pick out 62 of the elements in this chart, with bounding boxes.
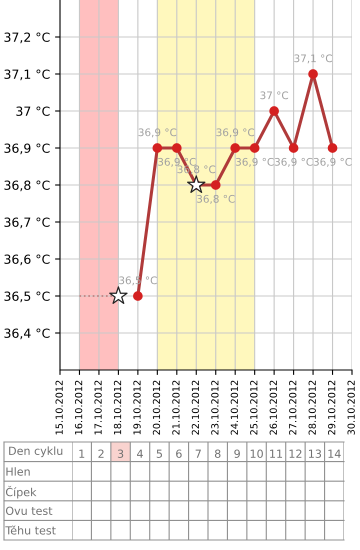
x-tick-label: 25.10.2012 [250, 380, 258, 435]
data-label: 36,9 °C [314, 158, 352, 167]
x-tick-label: 6 [176, 450, 182, 458]
y-tick-label: 36,4 °C [4, 328, 50, 340]
x-tick-label: 29.10.2012 [328, 380, 336, 435]
x-tick-label: 16.10.2012 [74, 380, 82, 434]
x-tick-label: 3 [118, 450, 124, 458]
x-tick-label: 26.10.2012 [270, 380, 277, 435]
data-label: 37 °C [260, 91, 288, 100]
point [152, 143, 162, 153]
data-label: 36,9 °C [216, 128, 254, 138]
point [172, 143, 182, 153]
x-tick-label: 14 [328, 450, 341, 458]
x-tick-label: 5 [156, 450, 162, 458]
y-tick-label: 36,6 °C [4, 254, 50, 266]
point [133, 291, 143, 301]
x-tick-label: 13 [309, 450, 322, 458]
x-tick-label: 28.10.2012 [308, 380, 316, 435]
point [109, 286, 128, 304]
x-axis-title: Den cyklu [9, 446, 62, 458]
y-tick-label: 36,8 °C [4, 180, 50, 192]
x-tick-label: 18.10.2012 [114, 380, 122, 434]
data-label: 36,8 °C [197, 194, 235, 204]
x-tick-label: 1 [79, 450, 84, 458]
point [250, 143, 260, 153]
x-tick-label: 20.10.2012 [152, 380, 160, 435]
y-tick-label: 37,1 °C [4, 69, 50, 80]
y-tick-label: 36,5 °C [4, 291, 50, 302]
x-tick-label: 27.10.2012 [289, 380, 296, 435]
point [328, 143, 338, 153]
y-tick-label: 37 °C [16, 106, 50, 116]
x-tick-label: 15.10.2012 [55, 380, 63, 434]
x-tick-label: 4 [137, 450, 143, 458]
data-label: 36,9 °C [274, 158, 313, 167]
x-tick-label: 7 [196, 450, 201, 458]
x-tick-label: 12 [290, 450, 302, 458]
point [230, 143, 240, 153]
x-tick-label: 11 [270, 450, 282, 458]
y-tick-label: Ovu test [6, 506, 52, 515]
y-tick-label: 37,2 °C [4, 32, 50, 44]
data-label: 37,1 °C [294, 54, 332, 64]
x-tick-label: 10 [250, 450, 263, 458]
x-tick-label: 23.10.2012 [211, 380, 219, 435]
point [288, 143, 298, 153]
x-tick-label: 9 [234, 450, 240, 458]
y-tick-label: 36,7 °C [4, 217, 50, 228]
x-tick-label: 24.10.2012 [230, 380, 238, 435]
x-tick-label: 21.10.2012 [172, 380, 180, 435]
x-tick-label: 30.10.2012 [347, 380, 355, 435]
point [210, 180, 221, 190]
point [187, 175, 206, 193]
y-tick-label: Těhu test [5, 526, 56, 535]
x-tick-label: 22.10.2012 [192, 380, 200, 435]
y-tick-label: Hlen [6, 467, 30, 476]
y-tick-label: 36,9 °C [4, 143, 50, 154]
x-tick-label: 19.10.2012 [133, 380, 141, 434]
x-tick-label: 8 [214, 450, 220, 458]
point [308, 69, 318, 79]
point [269, 106, 279, 116]
y-tick-label: Čípek [6, 486, 36, 498]
x-tick-label: 2 [98, 450, 104, 458]
x-tick-label: 17.10.2012 [94, 380, 102, 434]
